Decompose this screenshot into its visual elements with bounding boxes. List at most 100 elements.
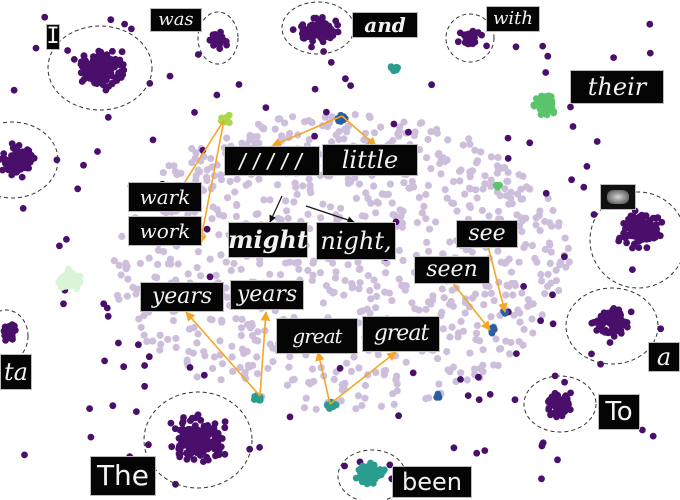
rare-word-point — [459, 141, 467, 149]
rare-word-point — [494, 207, 503, 215]
rare-word-point — [328, 138, 336, 146]
cluster-word-point — [208, 438, 216, 446]
scattered-word-point — [206, 273, 214, 281]
rare-word-point — [326, 203, 335, 211]
cluster-outline — [143, 391, 253, 489]
scattered-word-point — [542, 189, 550, 197]
rare-word-point — [541, 290, 549, 298]
rare-word-point — [556, 261, 564, 269]
cluster-word-point — [119, 71, 127, 78]
rare-word-point — [149, 337, 157, 345]
rare-word-point — [228, 353, 236, 361]
rare-word-point — [188, 159, 196, 167]
rare-word-point — [388, 297, 396, 305]
scattered-word-point — [256, 444, 263, 451]
cluster-word-point — [478, 31, 485, 39]
rare-word-point — [276, 271, 285, 279]
cluster-word-point — [256, 396, 264, 404]
cluster-word-point — [334, 28, 342, 36]
rare-word-point — [393, 372, 401, 380]
cluster-word-point — [57, 283, 65, 291]
cluster-word-point — [634, 221, 642, 228]
rare-word-point — [389, 136, 397, 145]
rare-word-point — [473, 194, 481, 202]
word-image-a: a — [648, 342, 680, 372]
rare-word-point — [164, 335, 172, 343]
rare-word-point — [516, 318, 524, 326]
rare-word-point — [306, 181, 314, 189]
cluster-word-point — [23, 152, 31, 160]
rare-word-point — [474, 157, 482, 165]
cluster-word-point — [202, 423, 210, 431]
cluster-word-point — [186, 426, 193, 434]
rare-word-point — [240, 349, 248, 358]
scattered-word-point — [109, 402, 117, 410]
rare-word-point — [505, 282, 513, 290]
rare-word-point — [393, 387, 401, 395]
scattered-word-point — [606, 339, 614, 346]
rare-word-point — [237, 331, 245, 340]
rare-word-point — [389, 211, 397, 219]
scattered-word-point — [551, 372, 559, 380]
cluster-word-point — [319, 14, 326, 21]
rare-word-point — [538, 311, 546, 319]
cluster-word-point — [352, 474, 360, 482]
scattered-word-point — [235, 81, 243, 88]
rare-word-point — [465, 184, 474, 192]
rare-word-point — [408, 299, 416, 307]
rare-word-point — [145, 254, 153, 262]
cluster-word-point — [489, 326, 497, 334]
cluster-word-point — [632, 233, 640, 240]
rare-word-point — [509, 291, 517, 299]
scattered-word-point — [457, 376, 464, 383]
cluster-word-point — [189, 440, 197, 448]
scattered-word-point — [104, 312, 112, 320]
scattered-word-point — [588, 350, 595, 358]
rare-word-point — [304, 210, 312, 218]
cluster-word-point — [222, 38, 230, 45]
rare-word-point — [531, 254, 539, 262]
scattered-word-point — [32, 44, 40, 52]
cluster-word-point — [326, 404, 333, 412]
cluster-word-point — [366, 463, 374, 471]
cluster-word-point — [30, 154, 38, 162]
rare-word-point — [453, 207, 461, 215]
word-label-a: a — [656, 343, 672, 371]
rare-word-point — [364, 194, 372, 202]
scattered-word-point — [10, 86, 18, 94]
rare-word-point — [347, 367, 355, 375]
cluster-word-point — [340, 116, 348, 123]
cluster-word-point — [197, 416, 205, 424]
rare-word-point — [206, 315, 214, 323]
word-label-little: little — [341, 146, 399, 174]
cluster-word-point — [197, 430, 205, 437]
rare-word-point — [476, 365, 484, 373]
scattered-word-point — [289, 26, 297, 33]
cluster-word-point — [118, 48, 126, 56]
rare-word-point — [230, 259, 238, 268]
cluster-word-point — [638, 231, 645, 239]
scattered-word-point — [19, 205, 27, 212]
cluster-word-point — [221, 450, 229, 458]
scattered-word-point — [554, 456, 561, 464]
rare-word-point — [224, 194, 232, 202]
rare-word-point — [354, 258, 362, 266]
rare-word-point — [511, 281, 520, 290]
cluster-word-point — [0, 166, 6, 174]
rare-word-point — [305, 136, 313, 144]
rare-word-point — [174, 260, 182, 268]
rare-word-point — [410, 183, 418, 191]
rare-word-point — [547, 279, 555, 287]
scattered-word-point — [145, 353, 153, 361]
neighbor-arrow — [451, 281, 491, 331]
rare-word-point — [278, 132, 286, 140]
rare-word-point — [549, 206, 557, 215]
scattered-word-point — [107, 16, 115, 24]
rare-word-point — [348, 284, 356, 292]
cluster-word-point — [81, 70, 89, 78]
rare-word-point — [382, 366, 390, 375]
cluster-word-point — [102, 86, 110, 94]
rare-word-point — [408, 177, 416, 186]
cluster-outline — [0, 121, 59, 199]
scattered-word-point — [549, 320, 557, 328]
